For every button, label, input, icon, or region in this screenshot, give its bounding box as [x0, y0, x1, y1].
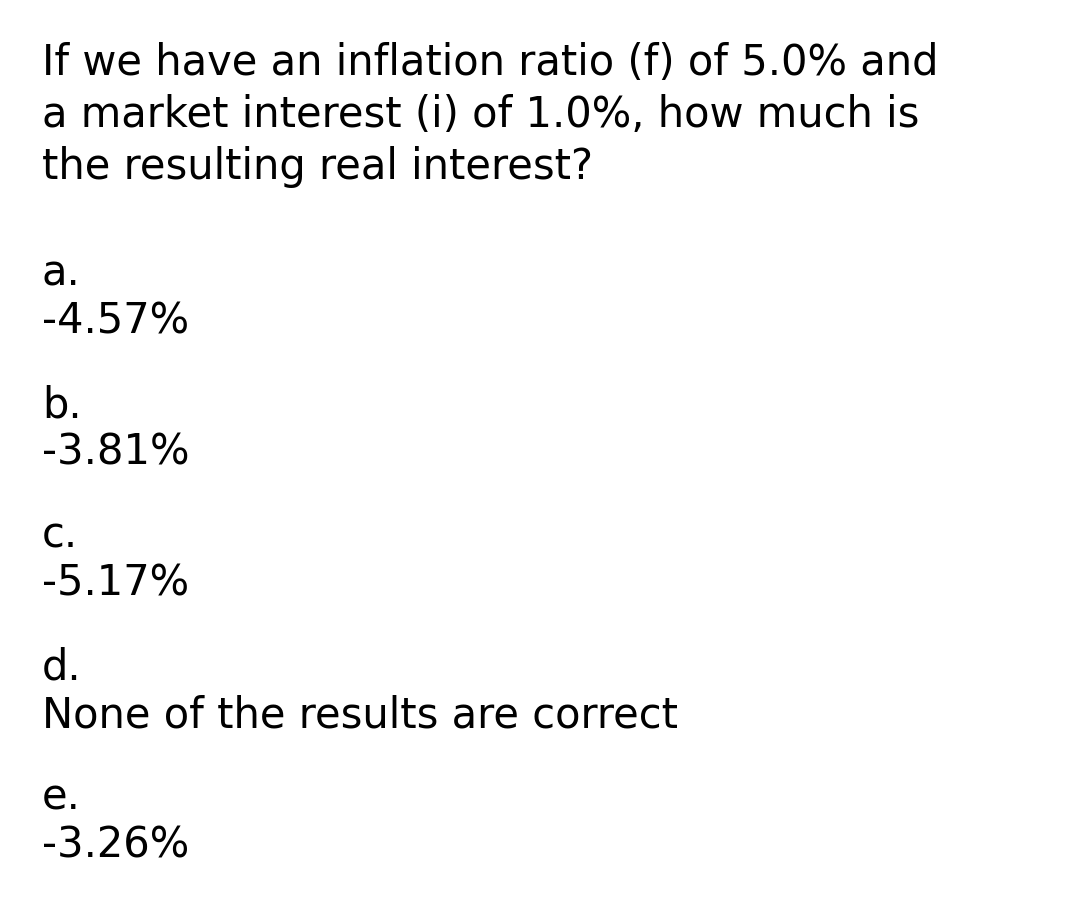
Text: e.: e.	[42, 777, 81, 819]
Text: -4.57%: -4.57%	[42, 301, 189, 343]
Text: None of the results are correct: None of the results are correct	[42, 694, 678, 736]
Text: b.: b.	[42, 384, 82, 426]
Text: -3.81%: -3.81%	[42, 432, 189, 474]
Text: If we have an inflation ratio (f) of 5.0% and: If we have an inflation ratio (f) of 5.0…	[42, 42, 939, 84]
Text: the resulting real interest?: the resulting real interest?	[42, 146, 593, 188]
Text: -5.17%: -5.17%	[42, 563, 189, 605]
Text: a market interest (i) of 1.0%, how much is: a market interest (i) of 1.0%, how much …	[42, 94, 919, 136]
Text: -3.26%: -3.26%	[42, 825, 189, 867]
Text: c.: c.	[42, 515, 78, 557]
Text: d.: d.	[42, 646, 82, 688]
Text: a.: a.	[42, 253, 81, 295]
